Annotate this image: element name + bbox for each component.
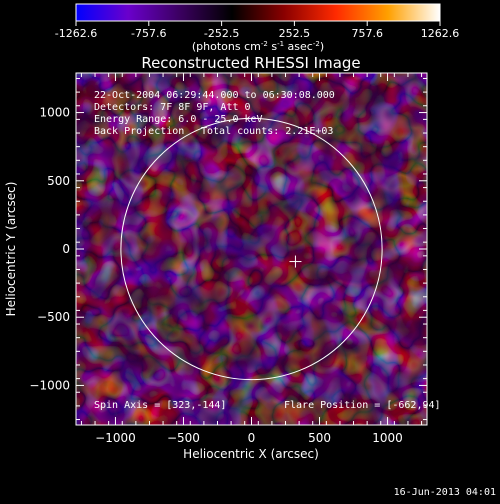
total-counts-label: Total counts: 2.21E+03 — [201, 126, 333, 137]
timestamp: 16-Jun-2013 04:01 — [394, 487, 496, 498]
detectors-label: Detectors: 7F 8F 9F, Att 0 — [94, 102, 251, 113]
flare-position-label: Flare Position = [-662,94] — [284, 400, 441, 411]
spin-axis-marker — [289, 255, 302, 268]
x-tick-label: 500 — [308, 431, 331, 445]
y-tick-label: −1000 — [29, 378, 70, 392]
energy-range-label: Energy Range: 6.0 - 25.0 keV — [94, 114, 263, 125]
y-tick-label: 1000 — [39, 106, 70, 120]
x-tick-label: 1000 — [372, 431, 403, 445]
y-axis: −1000 −500 0 500 1000 — [29, 77, 427, 421]
colorbar-tick-label: -1262.6 — [55, 27, 97, 40]
y-tick-label: 0 — [62, 242, 70, 256]
y-tick-label: 500 — [47, 174, 70, 188]
colorbar-tick-label: -757.6 — [131, 27, 166, 40]
y-tick-label: −500 — [37, 310, 70, 324]
chart-title: Reconstructed RHESSI Image — [141, 54, 360, 72]
colorbar-tick-label: 757.6 — [351, 27, 383, 40]
x-tick-label: 0 — [248, 431, 256, 445]
x-axis-label: Heliocentric X (arcsec) — [183, 447, 319, 461]
x-axis: −1000 −500 0 500 1000 — [80, 73, 423, 445]
heatmap-image — [76, 73, 427, 425]
colorbar-ticks: -1262.6 -757.6 -252.5 252.5 757.6 1262.6 — [55, 21, 459, 40]
colorbar — [75, 3, 441, 22]
colorbar-unit: (photons cm-2 s-1 asec-2) — [192, 40, 324, 53]
colorbar-tick-label: -252.5 — [204, 27, 239, 40]
x-tick-label: −1000 — [95, 431, 136, 445]
time-range-label: 22-Oct-2004 06:29:44.000 to 06:30:08.000 — [94, 90, 335, 101]
method-label: Back Projection — [94, 126, 184, 137]
solar-limb — [120, 117, 383, 381]
colorbar-tick-label: 252.5 — [279, 27, 311, 40]
y-axis-label: Heliocentric Y (arcsec) — [4, 182, 18, 317]
colorbar-tick-label: 1262.6 — [421, 27, 460, 40]
spin-axis-label: Spin Axis = [323,-144] — [94, 400, 226, 411]
x-tick-label: −500 — [167, 431, 200, 445]
